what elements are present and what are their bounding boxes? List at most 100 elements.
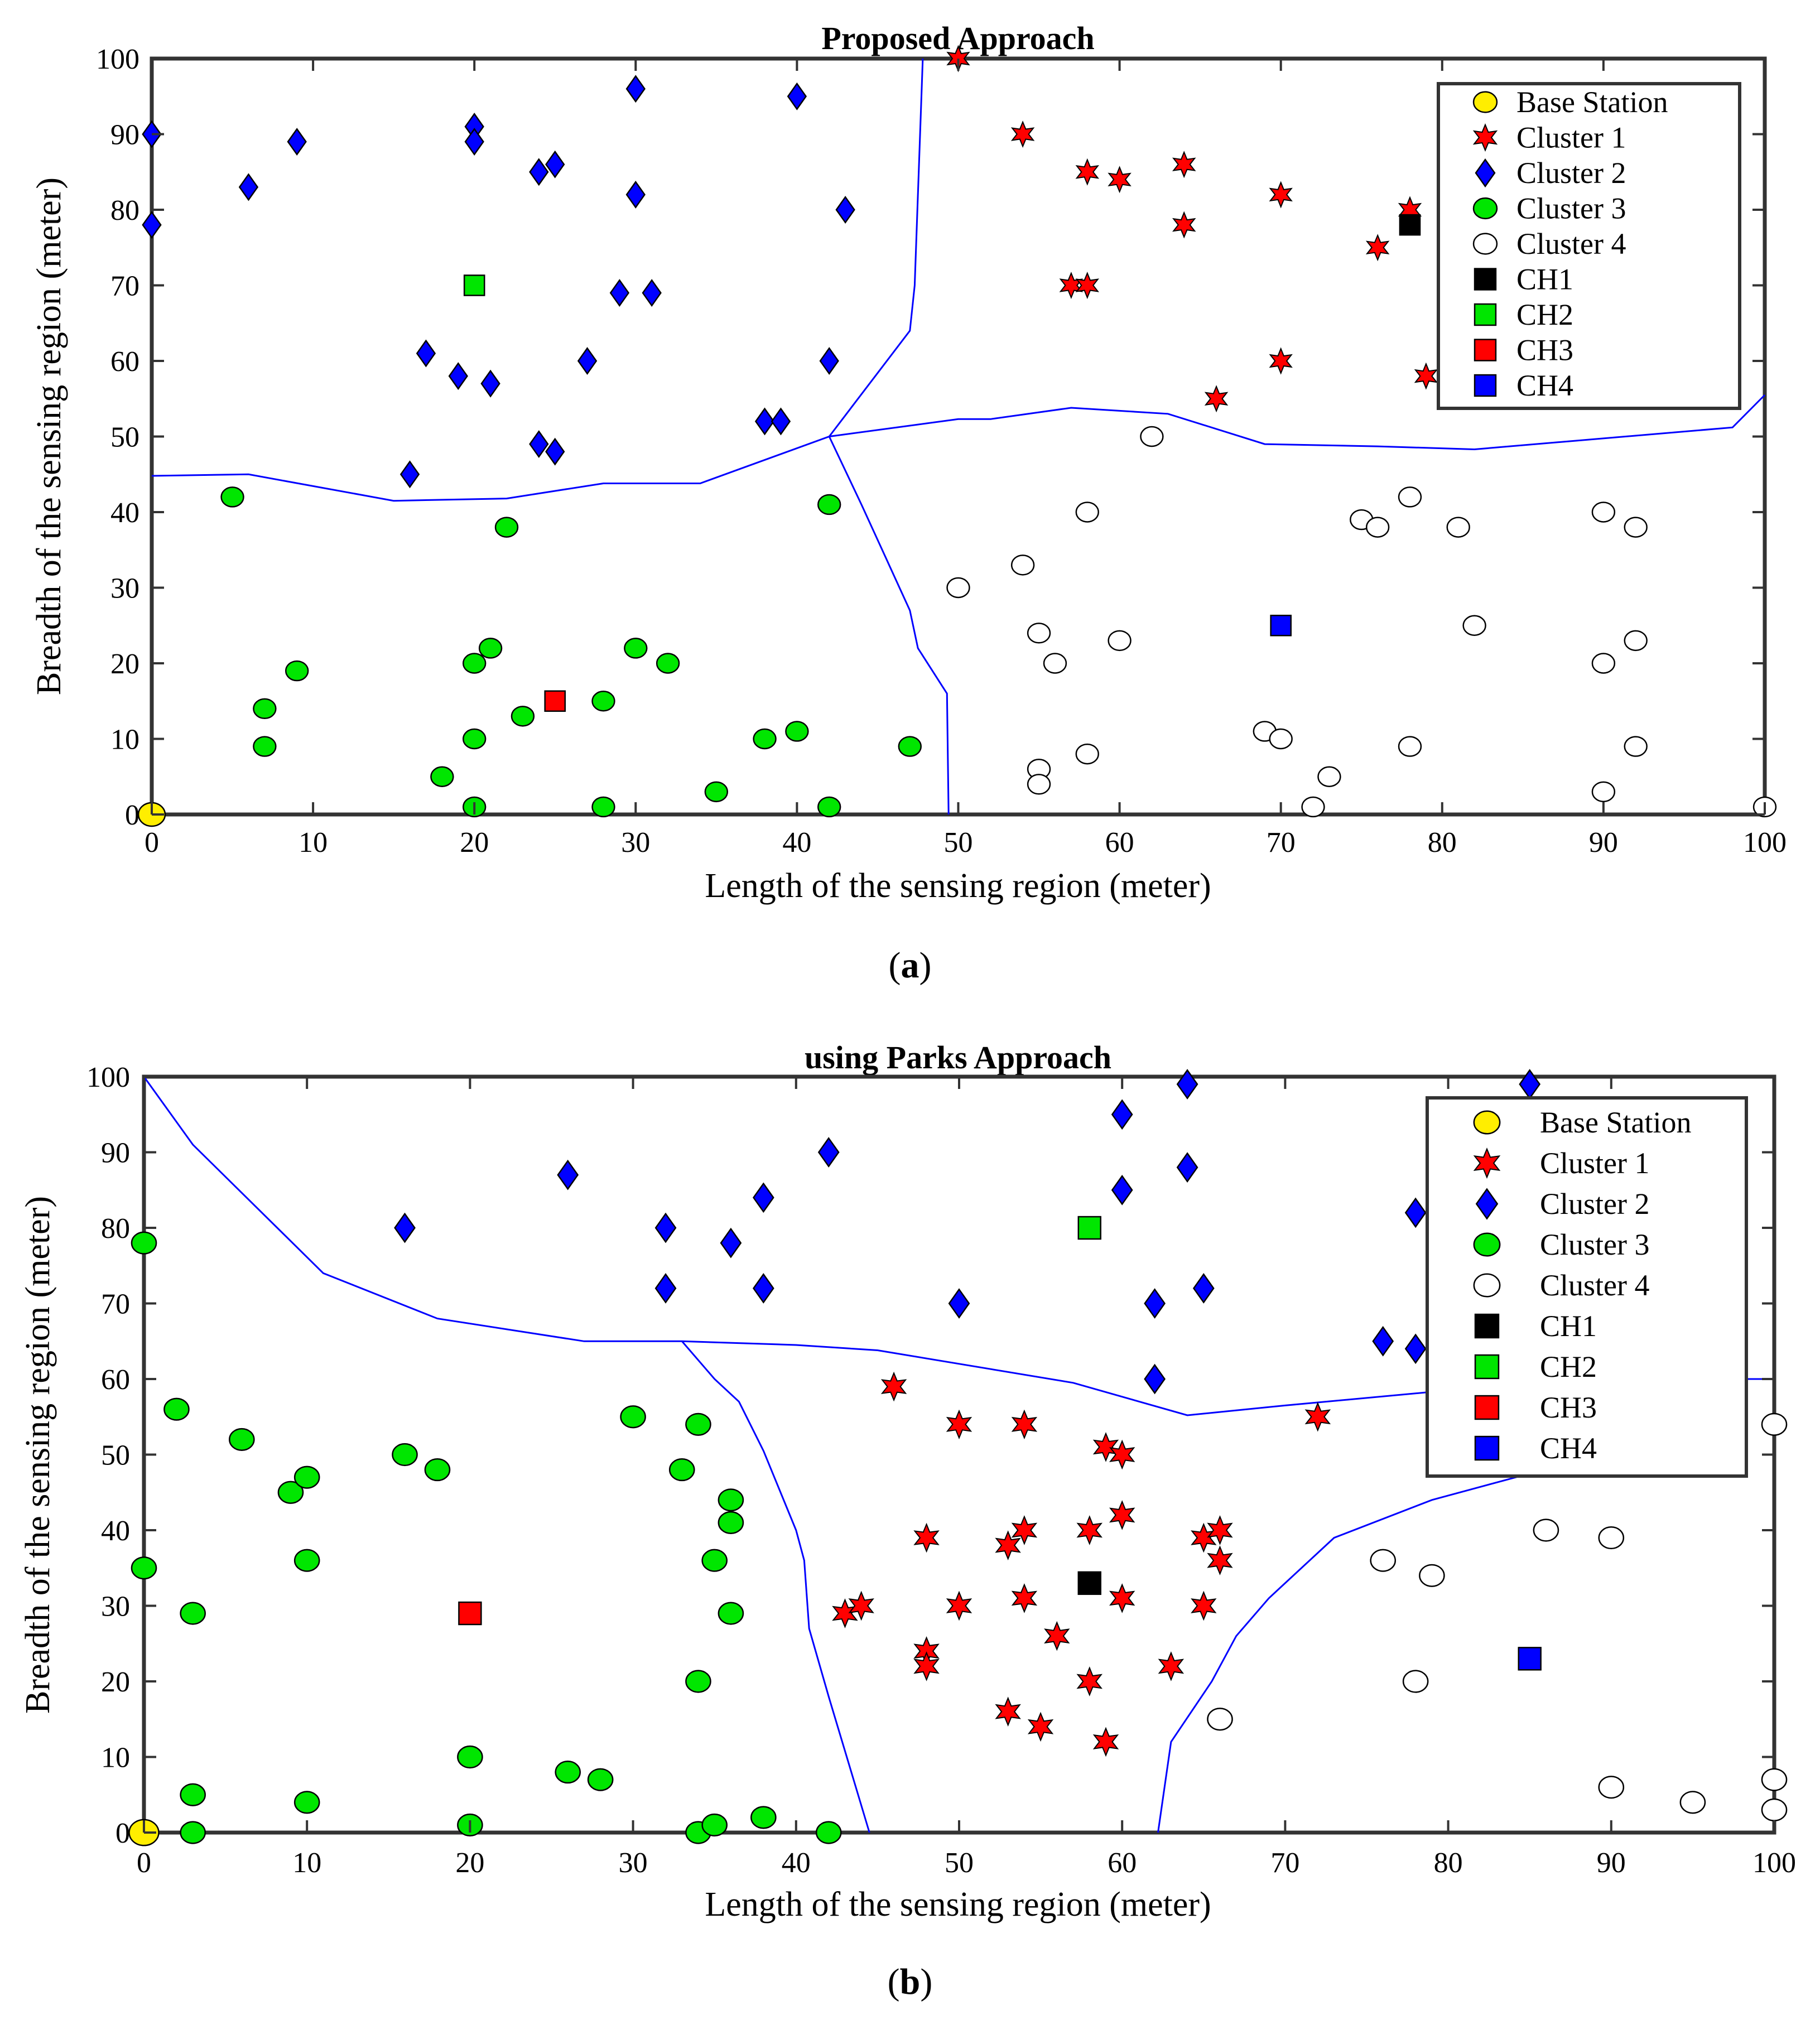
point-cluster-3	[180, 1821, 206, 1844]
point-cluster-2	[835, 196, 855, 224]
y-tick-label: 60	[101, 1364, 130, 1396]
panel-caption: (b)	[888, 1961, 933, 2002]
y-tick-label: 80	[110, 195, 139, 226]
point-cluster-2	[1176, 1069, 1198, 1100]
panel-a: Proposed Approach 0 10 20 30 40 50 60 70 80 90 100…	[30, 20, 1787, 986]
point-cluster-1	[1076, 1515, 1102, 1545]
point-cluster-4	[1075, 743, 1099, 765]
y-tick-label: 60	[110, 346, 139, 378]
y-tick-label: 80	[101, 1213, 130, 1245]
point-cluster-1	[1414, 362, 1438, 390]
point-cluster-3	[229, 1428, 255, 1451]
point-cluster-1	[1010, 120, 1035, 148]
x-tick-label: 40	[782, 827, 811, 859]
x-tick-label: 100	[1743, 827, 1787, 859]
point-cluster-4	[1398, 736, 1422, 757]
point-cluster-1	[913, 1522, 940, 1553]
point-cluster-2	[1519, 1069, 1541, 1100]
point-cluster-1	[1109, 1583, 1135, 1613]
point-cluster-3	[701, 1549, 728, 1572]
point-cluster-1	[1011, 1515, 1038, 1545]
point-cluster-3	[817, 494, 841, 515]
x-tick-label: 10	[292, 1847, 321, 1879]
point-cluster-1	[1365, 234, 1390, 262]
point-cluster-1	[1172, 211, 1196, 239]
point-cluster-4	[1370, 1549, 1397, 1572]
point-cluster-1	[1092, 1432, 1119, 1462]
point-cluster-2	[545, 437, 565, 466]
x-tick-label: 40	[782, 1847, 811, 1879]
point-cluster-3	[591, 691, 615, 712]
point-cluster-4	[1624, 630, 1648, 652]
point-cluster-4	[946, 577, 970, 599]
x-axis-label: Length of the sensing region (meter)	[705, 1886, 1211, 1923]
point-cluster-4	[1075, 502, 1099, 523]
point-cluster-2	[754, 407, 775, 436]
point-cluster-2	[1111, 1099, 1133, 1130]
point-cluster-2	[399, 460, 420, 489]
data-points	[128, 1069, 1788, 1847]
point-cluster-2	[817, 1137, 840, 1168]
point-cluster-3	[685, 1670, 711, 1693]
point-cluster-3	[180, 1783, 206, 1806]
point-cluster-2	[1144, 1363, 1166, 1395]
point-cluster-2	[142, 211, 162, 239]
point-cluster-1	[1044, 1621, 1070, 1651]
point-cluster-2	[577, 347, 598, 375]
point-cluster-3	[656, 653, 680, 674]
point-cluster-3	[704, 781, 729, 803]
point-cluster-3	[293, 1549, 320, 1572]
point-cluster-2	[238, 173, 259, 201]
y-tick-label: 20	[101, 1666, 130, 1698]
point-cluster-4	[1591, 781, 1616, 803]
y-tick-label: 10	[110, 724, 139, 756]
point-cluster-3	[701, 1813, 728, 1837]
axis-ticks: 0 10 20 30 40 50 60 70 80 90 100 0 10 20 30 40 50 60 70 80 9…	[96, 44, 1787, 859]
legend-marker-ch4	[1474, 374, 1497, 397]
legend-marker-ch1	[1474, 268, 1497, 291]
point-cluster-3	[430, 766, 454, 787]
point-cluster-1	[1109, 1500, 1135, 1530]
point-cluster-4	[1462, 615, 1486, 636]
point-cluster-4	[1591, 653, 1616, 674]
legend-marker-base-station	[1473, 1110, 1501, 1135]
point-cluster-2	[948, 1288, 970, 1319]
point-cluster-4	[1317, 766, 1341, 787]
legend-marker-cluster-1	[1473, 1147, 1501, 1179]
point-cluster-1	[880, 1371, 907, 1402]
x-tick-label: 0	[137, 1847, 151, 1879]
cluster-boundaries	[151, 58, 1766, 815]
point-cluster-3	[463, 728, 487, 750]
point-cluster-1	[1092, 1727, 1119, 1757]
legend-label-cluster-1: Cluster 1	[1540, 1146, 1650, 1180]
x-tick-label: 70	[1270, 1847, 1299, 1879]
point-cluster-4	[1365, 517, 1390, 538]
legend-label-ch2: CH2	[1540, 1350, 1597, 1383]
legend: Base Station Cluster 1 Cluster 2 Cluster 3 C…	[1426, 1096, 1748, 1478]
point-cluster-1	[995, 1530, 1021, 1560]
point-cluster-4	[1624, 517, 1648, 538]
point-cluster-2	[545, 150, 565, 179]
point-cluster-1	[1204, 385, 1229, 413]
legend-label-cluster-4: Cluster 4	[1540, 1269, 1650, 1302]
point-ch1	[1077, 1571, 1101, 1595]
point-cluster-4	[1446, 517, 1470, 538]
point-cluster-3	[131, 1231, 157, 1255]
point-cluster-1	[1076, 1666, 1102, 1696]
point-cluster-2	[819, 347, 839, 375]
legend-label-ch1: CH1	[1540, 1309, 1597, 1343]
point-cluster-1	[946, 1590, 972, 1621]
point-cluster-3	[163, 1397, 190, 1421]
point-cluster-3	[478, 638, 503, 659]
point-cluster-2	[394, 1212, 416, 1243]
point-cluster-4	[1533, 1518, 1559, 1542]
point-cluster-2	[771, 407, 791, 436]
point-cluster-4	[1301, 796, 1325, 818]
point-cluster-1	[1011, 1409, 1038, 1440]
boundary-line-3	[828, 436, 950, 815]
point-cluster-3	[898, 736, 922, 757]
point-cluster-2	[752, 1273, 774, 1304]
point-ch4	[1518, 1647, 1542, 1671]
point-cluster-3	[685, 1412, 711, 1436]
